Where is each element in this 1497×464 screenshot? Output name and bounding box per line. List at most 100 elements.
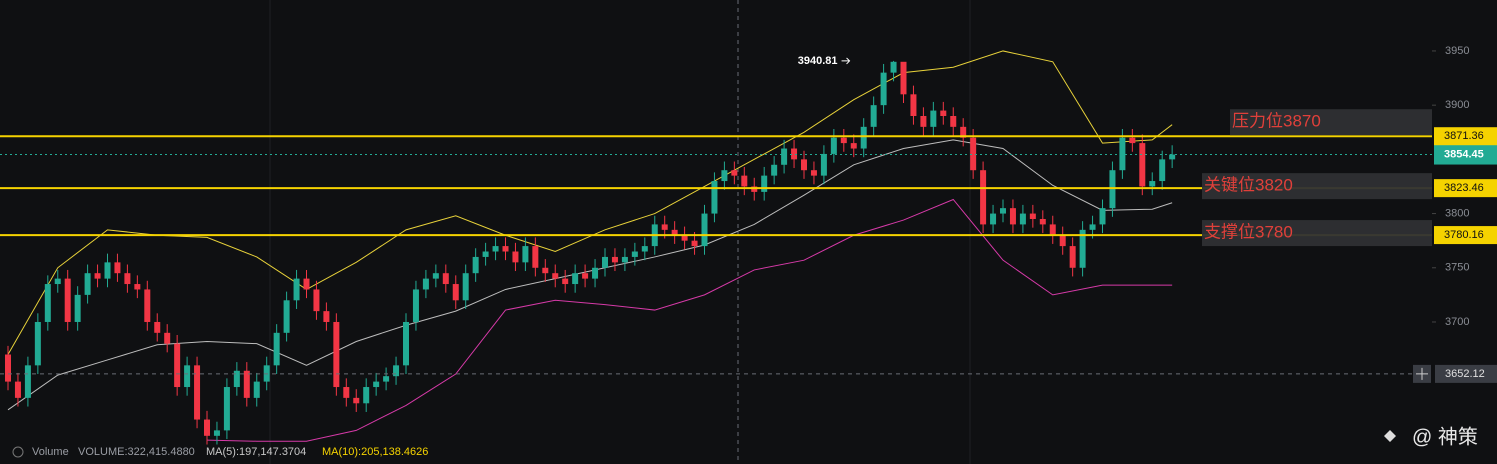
- candle-body: [24, 365, 31, 398]
- candle-body: [403, 321, 409, 366]
- candle-body: [343, 387, 350, 398]
- level-value-bg: [1434, 226, 1497, 245]
- candle-body: [970, 137, 977, 171]
- y-tick-label: 3700: [1445, 316, 1469, 328]
- candle-body: [751, 186, 758, 192]
- candle-body: [174, 343, 181, 388]
- high-marker: 3940.81: [798, 55, 838, 67]
- candle-body: [432, 273, 439, 279]
- y-tick-label: 3800: [1445, 207, 1469, 219]
- candle-body: [631, 251, 638, 257]
- candle-body: [592, 267, 599, 279]
- candle-body: [711, 181, 718, 214]
- level-label: 关键位3820: [1204, 176, 1293, 195]
- candle-body: [1079, 229, 1086, 268]
- crosshair-label: 3652.12: [1445, 368, 1485, 380]
- band-line: [7, 50, 1173, 355]
- candle-body: [512, 251, 519, 263]
- candle-body: [492, 246, 499, 252]
- candle-body: [204, 419, 210, 436]
- candle-body: [482, 251, 489, 257]
- candle-body: [54, 278, 61, 285]
- volume-text: VOLUME:322,415.4880: [78, 446, 195, 458]
- y-tick-label: 3750: [1445, 262, 1469, 274]
- candle-body: [1099, 208, 1106, 225]
- band-line: [7, 139, 1173, 411]
- candle-body: [910, 94, 917, 116]
- candle-body: [293, 278, 300, 301]
- candle-body: [741, 175, 748, 187]
- candle-body: [820, 153, 827, 176]
- candle-body: [562, 278, 569, 285]
- candle-body: [621, 256, 628, 263]
- candle-body: [761, 175, 768, 192]
- candle-body: [1169, 154, 1176, 160]
- candle-body: [771, 164, 778, 176]
- candle-body: [452, 284, 459, 301]
- collapse-icon[interactable]: [12, 446, 24, 458]
- level-value-bg: [1434, 127, 1497, 146]
- candle-body: [611, 256, 618, 263]
- level-value: 3780.16: [1444, 229, 1484, 241]
- candle-body: [373, 381, 380, 388]
- candle-body: [641, 246, 648, 252]
- plus-icon: [1416, 367, 1428, 380]
- candle-body: [522, 246, 529, 263]
- volume-text: MA(10):205,138.4626: [322, 446, 428, 458]
- candle-body: [353, 397, 360, 404]
- candle-body: [860, 126, 867, 149]
- candle-body: [801, 159, 807, 171]
- candle-body: [243, 370, 250, 398]
- candle-body: [194, 365, 201, 420]
- candle-body: [1059, 235, 1066, 247]
- candle-body: [542, 267, 549, 274]
- candle-body: [1139, 143, 1146, 187]
- level-value: 3823.46: [1444, 182, 1484, 194]
- candle-body: [980, 170, 987, 225]
- candle-body: [44, 284, 51, 322]
- candle-body: [552, 273, 559, 279]
- candle-body: [442, 273, 449, 285]
- candle-body: [731, 170, 738, 176]
- level-value: 3871.36: [1444, 130, 1484, 142]
- candle-body: [104, 262, 111, 279]
- candle-body: [572, 273, 579, 285]
- candle-body: [602, 256, 608, 268]
- candle-body: [412, 289, 419, 322]
- candle-body: [1159, 159, 1166, 182]
- high-arrow: [841, 57, 851, 65]
- candle-body: [920, 116, 927, 127]
- candle-body: [422, 278, 429, 290]
- candle-body: [313, 289, 320, 312]
- candle-body: [691, 240, 698, 247]
- candle-body: [233, 370, 240, 388]
- candle-body: [681, 235, 688, 241]
- candle-body: [1039, 218, 1046, 225]
- candle-body: [144, 289, 151, 322]
- candle-body: [303, 278, 310, 290]
- candle-body: [273, 332, 280, 366]
- candle-body: [671, 229, 678, 236]
- last-price-label: 3854.45: [1444, 148, 1484, 160]
- candle-body: [781, 148, 788, 165]
- band-line: [206, 198, 1173, 442]
- candle-body: [502, 246, 509, 252]
- candle-body: [1109, 170, 1116, 209]
- candle-body: [960, 126, 967, 138]
- candle-body: [880, 72, 887, 106]
- candle-body: [532, 246, 539, 268]
- candle-body: [1019, 213, 1026, 225]
- candle-body: [701, 213, 708, 247]
- candle-body: [114, 262, 121, 274]
- y-tick-label: 3900: [1445, 99, 1469, 111]
- last-price-bg: [1434, 144, 1497, 165]
- candle-body: [1129, 137, 1136, 144]
- candle-body: [1119, 137, 1126, 171]
- volume-text: MA(5):197,147.3704: [206, 446, 306, 458]
- candle-body: [5, 354, 11, 382]
- candle-body: [94, 273, 101, 279]
- candle-body: [253, 381, 260, 398]
- candle-body: [950, 116, 957, 127]
- candle-body: [1149, 181, 1156, 187]
